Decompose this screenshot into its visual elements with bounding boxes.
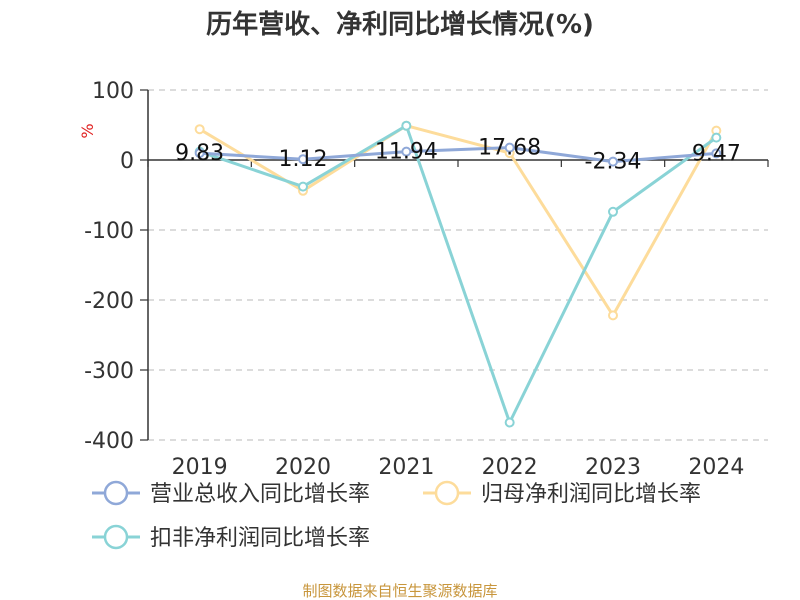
x-tick-label: 2023 <box>585 455 641 480</box>
data-point <box>504 417 515 428</box>
data-point <box>194 124 205 135</box>
data-point <box>298 154 308 165</box>
legend-item[interactable]: 扣非净利润同比增长率 <box>92 524 370 551</box>
data-point <box>711 132 722 143</box>
data-label: 9.83 <box>175 141 224 166</box>
x-axis-ticks: 2019 2020 2021 2022 2023 2024 <box>172 455 745 480</box>
x-tick-label: 2024 <box>688 455 744 480</box>
legend-label: 营业总收入同比增长率 <box>150 482 370 507</box>
data-point <box>194 148 205 159</box>
data-label: 9.47 <box>692 141 741 166</box>
legend-label: 扣非净利润同比增长率 <box>150 526 370 551</box>
series-layer <box>194 120 722 428</box>
data-point <box>504 142 515 153</box>
x-tick-label: 2019 <box>172 455 228 480</box>
x-tick-label: 2021 <box>378 455 434 480</box>
data-label: 17.68 <box>478 136 541 161</box>
y-axis-unit: % <box>78 123 97 138</box>
legend-item[interactable]: 归母净利润同比增长率 <box>423 480 701 507</box>
legend-item[interactable]: 营业总收入同比增长率 <box>92 480 370 507</box>
y-tick-label: -300 <box>84 359 134 384</box>
data-labels: 9.83 1.12 11.94 17.68 -2.34 9.47 <box>175 136 741 175</box>
y-tick-label: -200 <box>84 289 134 314</box>
legend-marker <box>103 480 129 506</box>
y-tick-label: -100 <box>84 219 134 244</box>
y-tick-label: -400 <box>84 429 134 454</box>
legend-label: 归母净利润同比增长率 <box>481 482 701 507</box>
data-label: 11.94 <box>375 140 438 165</box>
legend-marker <box>103 524 129 550</box>
data-point <box>608 310 618 321</box>
legend-marker <box>434 480 460 506</box>
y-tick-label: 100 <box>92 79 134 104</box>
x-tick-label: 2022 <box>482 455 538 480</box>
y-axis-ticks: 100 0 -100 -200 -300 -400 <box>84 79 134 454</box>
data-label: 1.12 <box>279 147 328 172</box>
data-point <box>608 156 618 167</box>
series-line-0 <box>199 146 717 164</box>
y-tick-label: 0 <box>120 149 134 174</box>
footer-source: 制图数据来自恒生聚源数据库 <box>302 582 497 600</box>
data-point <box>401 120 412 131</box>
data-label: -2.34 <box>585 150 642 175</box>
x-tick-label: 2020 <box>275 455 331 480</box>
data-point <box>608 206 618 217</box>
chart-title: 历年营收、净利同比增长情况(%) <box>206 9 594 40</box>
data-point <box>711 148 722 159</box>
data-point <box>401 146 412 157</box>
data-point <box>298 181 308 192</box>
series-line-2 <box>199 124 718 424</box>
grid <box>148 89 768 441</box>
